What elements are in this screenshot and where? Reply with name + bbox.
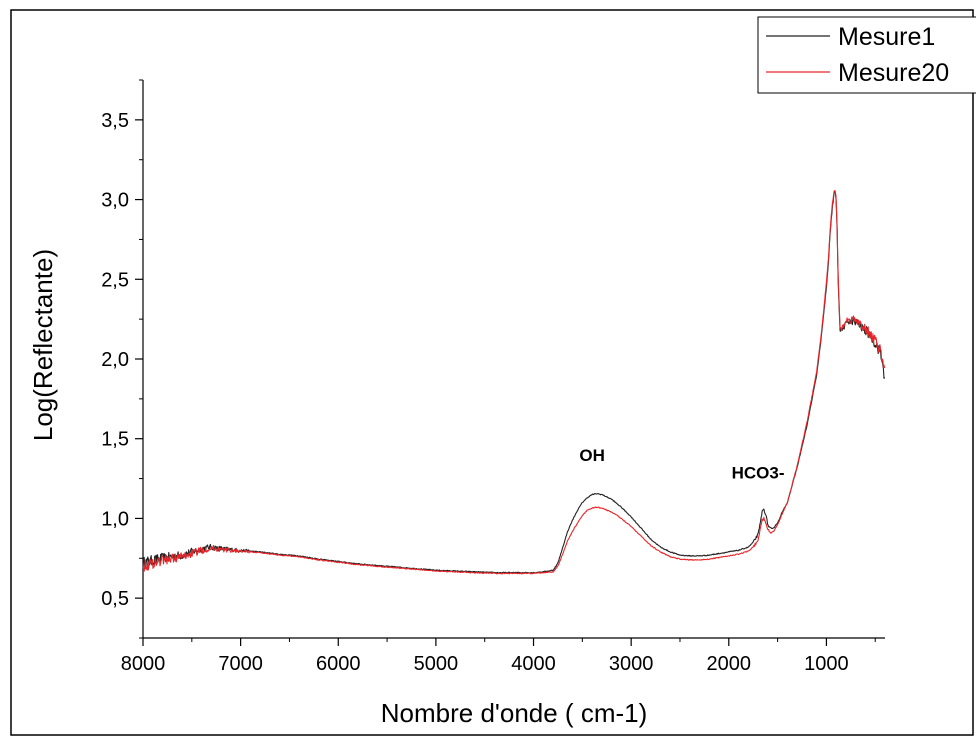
y-tick-label-0: 0,5 [101, 588, 129, 610]
y-tick-label-2: 1,5 [101, 429, 129, 451]
x-tick-label-4: 4000 [511, 653, 556, 675]
figure-border [10, 9, 974, 736]
legend-box [757, 16, 976, 94]
x-tick-label-5: 3000 [609, 653, 654, 675]
y-tick-label-6: 3,5 [101, 110, 129, 132]
x-axis-title: Nombre d'onde ( cm-1) [381, 698, 648, 728]
legend-label-mesure1: Mesure1 [838, 23, 935, 51]
x-ticks: 8000 7000 6000 5000 4000 3000 2000 1000 [121, 638, 876, 675]
y-tick-label-1: 1,0 [101, 508, 129, 530]
legend-label-mesure20: Mesure20 [838, 59, 949, 87]
annotation-layer: OH HCO3- [579, 446, 784, 483]
x-tick-label-6: 2000 [707, 653, 752, 675]
y-ticks: 0,5 1,0 1,5 2,0 2,5 3,0 3,5 [101, 79, 143, 639]
annotation-0: OH [579, 446, 605, 465]
y-axis-title: Log(Reflectante) [28, 249, 58, 441]
x-tick-label-2: 6000 [316, 653, 361, 675]
series-layer [142, 189, 886, 575]
y-tick-label-5: 3,0 [101, 190, 129, 212]
y-tick-label-3: 2,0 [101, 349, 129, 371]
y-tick-label-4: 2,5 [101, 269, 129, 291]
x-tick-label-1: 7000 [218, 653, 263, 675]
legend: Mesure1 Mesure20 [757, 16, 976, 94]
x-tick-label-3: 5000 [414, 653, 459, 675]
x-tick-label-7: 1000 [804, 653, 849, 675]
x-tick-label-0: 8000 [121, 653, 166, 675]
annotation-1: HCO3- [732, 464, 785, 483]
series-line-mesure20 [142, 189, 886, 575]
